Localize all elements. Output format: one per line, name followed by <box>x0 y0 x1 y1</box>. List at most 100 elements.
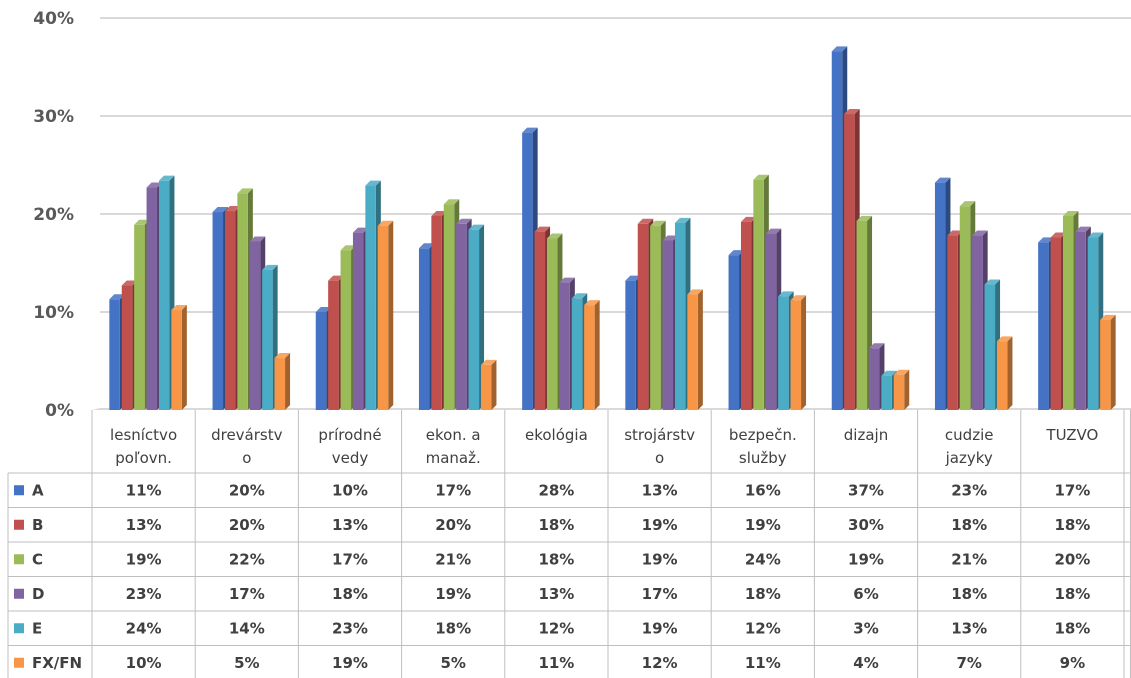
table-cell-value: 10% <box>332 481 368 499</box>
legend-swatch <box>14 519 24 530</box>
table-cell-value: 19% <box>642 516 678 534</box>
bar <box>687 289 703 410</box>
bar <box>996 336 1013 410</box>
bar <box>1100 314 1116 410</box>
category-label: cudzie <box>945 426 994 444</box>
bar <box>377 220 394 410</box>
legend-swatch <box>14 554 24 565</box>
table-cell-value: 17% <box>1054 481 1090 499</box>
y-axis-ticks: 0% 10% 20% 30% 40% <box>33 9 74 421</box>
table-cell-value: 18% <box>1054 585 1090 603</box>
table-cell-value: 6% <box>853 585 878 603</box>
bar <box>171 305 187 410</box>
table-cell-value: 18% <box>538 516 574 534</box>
y-tick-label: 40% <box>33 9 74 29</box>
table-cell-value: 4% <box>853 654 878 672</box>
legend-label: FX/FN <box>32 654 82 672</box>
category-label: lesníctvo <box>110 426 177 444</box>
table-cell-value: 24% <box>745 550 781 568</box>
bar <box>480 359 497 410</box>
table-cell-value: 23% <box>126 585 162 603</box>
category-label: bezpečn. <box>729 426 797 444</box>
table-cell-value: 17% <box>435 481 471 499</box>
table-cell-value: 20% <box>1054 550 1090 568</box>
category-label: o <box>242 449 251 467</box>
category-label: ekon. a <box>426 426 481 444</box>
table-cell-value: 11% <box>126 481 162 499</box>
table-cell-value: 21% <box>435 550 471 568</box>
table-cell-value: 24% <box>126 619 162 637</box>
bar <box>274 353 291 410</box>
table-cell-value: 23% <box>951 481 987 499</box>
table-cell-value: 19% <box>642 619 678 637</box>
category-label: TUZVO <box>1045 426 1098 444</box>
category-label: strojárstv <box>624 426 695 444</box>
category-label: drevárstv <box>211 426 283 444</box>
table-cell-value: 17% <box>229 585 265 603</box>
table-cell-value: 16% <box>745 481 781 499</box>
category-label: jazyky <box>945 449 993 467</box>
table-cell-value: 21% <box>951 550 987 568</box>
bar <box>790 295 807 410</box>
table-cell-value: 30% <box>848 516 884 534</box>
table-cell-value: 5% <box>440 654 465 672</box>
category-label: o <box>655 449 664 467</box>
table-cell-value: 20% <box>229 481 265 499</box>
table-cell-value: 19% <box>745 516 781 534</box>
table-cell-value: 18% <box>1054 516 1090 534</box>
table-cell-value: 14% <box>229 619 265 637</box>
table-cell-value: 13% <box>332 516 368 534</box>
table-cell-value: 18% <box>1054 619 1090 637</box>
category-label: ekológia <box>525 426 588 444</box>
y-tick-label: 10% <box>33 303 74 323</box>
table-cell-value: 11% <box>538 654 574 672</box>
table-cell-value: 20% <box>435 516 471 534</box>
table-cell-value: 18% <box>951 516 987 534</box>
category-label: vedy <box>332 449 369 467</box>
table-cell-value: 22% <box>229 550 265 568</box>
table-cell-value: 28% <box>538 481 574 499</box>
table-cell-value: 17% <box>332 550 368 568</box>
legend-swatch <box>14 623 24 634</box>
legend-label: B <box>32 516 43 534</box>
table-cell-value: 17% <box>642 585 678 603</box>
legend-label: A <box>32 481 44 499</box>
bar <box>893 369 910 410</box>
table-cell-value: 7% <box>956 654 981 672</box>
table-cell-value: 13% <box>538 585 574 603</box>
table-cell-value: 37% <box>848 481 884 499</box>
table-cell-value: 23% <box>332 619 368 637</box>
table-cell-value: 13% <box>642 481 678 499</box>
table-cell-value: 18% <box>435 619 471 637</box>
table-cell-value: 19% <box>435 585 471 603</box>
table-cell-value: 19% <box>642 550 678 568</box>
table-cell-value: 19% <box>332 654 368 672</box>
category-label: služby <box>739 449 787 467</box>
table-cell-value: 3% <box>853 619 878 637</box>
table-cell-value: 11% <box>745 654 781 672</box>
table-cell-value: 18% <box>745 585 781 603</box>
legend-swatch <box>14 657 24 668</box>
legend-label: E <box>32 619 42 637</box>
bars <box>109 46 1116 410</box>
data-table: lesníctvo poľovn. drevárstv o prírodné vedy ek… <box>7 410 1131 678</box>
y-tick-label: 20% <box>33 205 74 225</box>
y-tick-label: 30% <box>33 107 74 127</box>
table-cell-value: 12% <box>538 619 574 637</box>
legend-swatch <box>14 588 24 599</box>
table-cell-value: 13% <box>951 619 987 637</box>
category-label: poľovn. <box>115 449 172 467</box>
table-cell-value: 12% <box>745 619 781 637</box>
legend-label: C <box>32 550 43 568</box>
category-label: dizajn <box>844 426 888 444</box>
table-cell-value: 19% <box>126 550 162 568</box>
table-cell-value: 9% <box>1060 654 1085 672</box>
table-cell-value: 18% <box>951 585 987 603</box>
table-cell-value: 10% <box>126 654 162 672</box>
legend-label: D <box>32 585 44 603</box>
y-tick-label: 0% <box>45 401 74 421</box>
table-cell-value: 18% <box>332 585 368 603</box>
table-cell-value: 18% <box>538 550 574 568</box>
category-label: manaž. <box>426 449 481 467</box>
table-cell-value: 20% <box>229 516 265 534</box>
